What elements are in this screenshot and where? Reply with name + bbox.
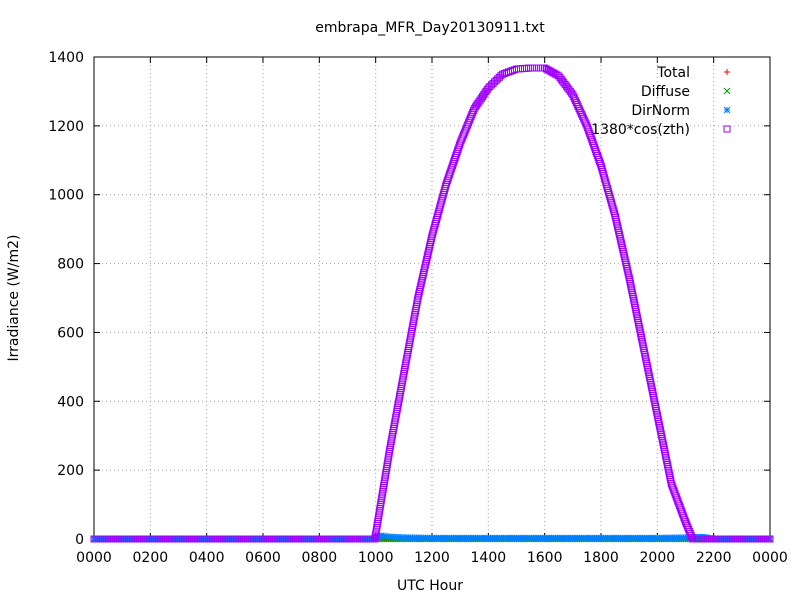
data-point — [517, 65, 525, 73]
x-tick-label: 1800 — [583, 550, 619, 566]
y-tick-label: 800 — [57, 257, 84, 273]
data-point — [537, 64, 545, 72]
legend-label: DirNorm — [631, 103, 690, 119]
series-3 — [90, 64, 774, 543]
data-point — [766, 535, 774, 543]
grid — [94, 57, 770, 539]
legend-marker — [723, 87, 731, 95]
y-tick-label: 400 — [57, 394, 84, 410]
legend-label: 1380*cos(zth) — [591, 122, 690, 138]
series-layer — [90, 64, 774, 543]
legend: Total Diffuse DirNorm 1380*cos(zth) — [591, 65, 731, 138]
y-tick-label: 1200 — [48, 119, 84, 135]
x-tick-label: 0600 — [245, 550, 281, 566]
y-tick-label: 600 — [57, 325, 84, 341]
x-tick-label: 1000 — [358, 550, 394, 566]
chart-title: embrapa_MFR_Day20130911.txt — [315, 20, 545, 36]
data-point — [525, 64, 533, 72]
data-point — [533, 64, 541, 72]
series-2 — [90, 532, 774, 543]
data-point — [519, 65, 527, 73]
x-tick-label: 2000 — [640, 550, 676, 566]
legend-label: Total — [656, 65, 690, 81]
y-tick-label: 200 — [57, 463, 84, 479]
legend-label: Diffuse — [641, 84, 690, 100]
data-point — [521, 64, 529, 72]
data-point — [531, 64, 539, 72]
data-point — [523, 64, 531, 72]
y-tick-label: 1400 — [48, 50, 84, 66]
data-point — [551, 70, 559, 78]
x-tick-label: 0000 — [76, 550, 112, 566]
legend-marker — [724, 69, 730, 75]
x-tick-label: 0400 — [189, 550, 225, 566]
ticks: 0000 0200 0400 0600 0800 1000 1200 1400 1600 1800… — [48, 50, 787, 566]
x-tick-label: 0000 — [752, 550, 788, 566]
data-point — [527, 64, 535, 72]
data-point — [766, 535, 774, 543]
data-point — [535, 64, 543, 72]
y-axis-label: Irradiance (W/m2) — [6, 235, 22, 362]
legend-marker — [723, 106, 731, 114]
x-tick-label: 2200 — [696, 550, 732, 566]
x-tick-label: 1200 — [414, 550, 450, 566]
x-tick-label: 0200 — [133, 550, 169, 566]
x-tick-label: 1400 — [471, 550, 507, 566]
y-tick-label: 0 — [75, 532, 84, 548]
data-point — [686, 530, 694, 538]
x-tick-label: 1600 — [527, 550, 563, 566]
x-tick-label: 0800 — [302, 550, 338, 566]
x-axis-label: UTC Hour — [397, 578, 463, 594]
legend-marker — [723, 125, 731, 133]
y-tick-label: 1000 — [48, 188, 84, 204]
data-point — [529, 64, 537, 72]
